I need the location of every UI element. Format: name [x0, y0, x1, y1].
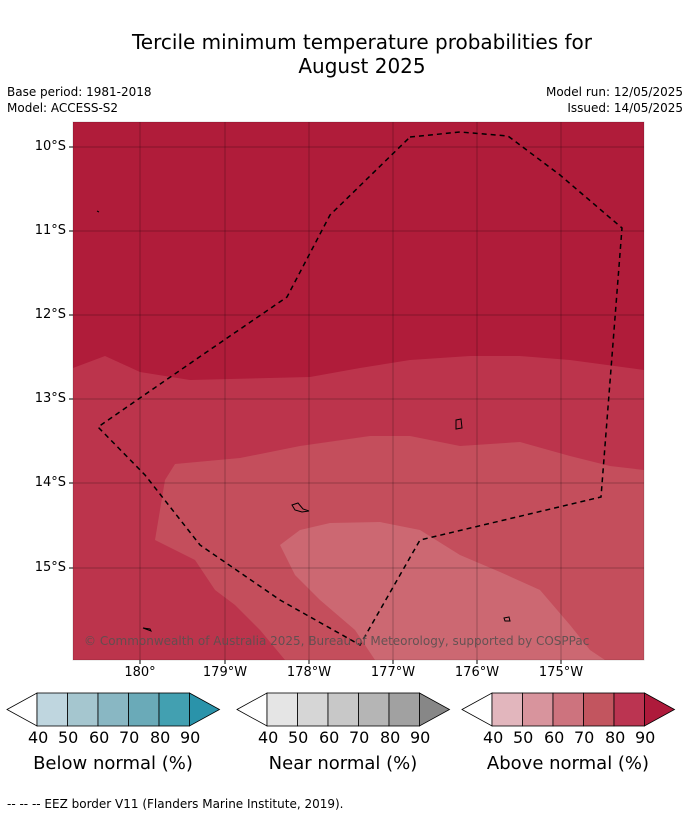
colorbar-near-max-extend — [419, 692, 451, 727]
colorbar-below-min-extend — [6, 692, 38, 727]
colorbar-near-bin-1 — [266, 692, 298, 727]
cb-near-tick-90: 90 — [410, 728, 431, 747]
colorbar-near-min-extend — [236, 692, 268, 727]
colorbar-above-bin-1 — [491, 692, 523, 727]
colorbar-below-max-extend — [189, 692, 221, 727]
cb-near-tick-70: 70 — [349, 728, 370, 747]
colorbar-below-bin-5 — [158, 692, 190, 727]
colorbar-below-bin-4 — [128, 692, 160, 727]
base-period: Base period: 1981-2018 — [7, 85, 152, 99]
island-5 — [96, 210, 100, 213]
eez-footnote: -- -- -- EEZ border V11 (Flanders Marine… — [7, 797, 344, 811]
island-3 — [503, 616, 511, 622]
colorbar-near-bin-2 — [297, 692, 329, 727]
colorbar-below-bin-3 — [97, 692, 129, 727]
cb-below-tick-80: 80 — [150, 728, 171, 747]
graticule — [73, 122, 644, 660]
lon-label-179w: 179°W — [202, 665, 248, 680]
copyright-text: © Commonwealth of Australia 2025, Bureau… — [84, 634, 589, 648]
lat-label-11s: 11°S — [34, 223, 66, 238]
lon-label-180: 180° — [124, 665, 156, 680]
cb-below-tick-90: 90 — [180, 728, 201, 747]
region-above-60 — [280, 522, 605, 660]
cb-below-tick-50: 50 — [58, 728, 79, 747]
colorbar-near-bin-5 — [388, 692, 420, 727]
island-1 — [455, 418, 463, 430]
islands — [96, 210, 511, 632]
colorbar-above-bin-2 — [522, 692, 554, 727]
cb-below-tick-70: 70 — [119, 728, 140, 747]
colorbar-above-bin-4 — [583, 692, 615, 727]
cb-above-tick-70: 70 — [574, 728, 595, 747]
island-2 — [291, 502, 310, 513]
lat-label-12s: 12°S — [34, 307, 66, 322]
title-line-1: Tercile minimum temperature probabilitie… — [131, 30, 593, 54]
cb-near-tick-40: 40 — [258, 728, 279, 747]
cb-above-tick-60: 60 — [544, 728, 565, 747]
colorbar-below-bin-2 — [67, 692, 99, 727]
lon-label-178w: 178°W — [286, 665, 332, 680]
meta-left: Base period: 1981-2018 Model: ACCESS-S2 — [7, 84, 152, 116]
colorbar-near-bin-3 — [327, 692, 359, 727]
cb-near-title: Near normal (%) — [268, 753, 418, 774]
cb-above-tick-90: 90 — [635, 728, 656, 747]
issued-date: Issued: 14/05/2025 — [567, 101, 683, 115]
colorbar-above-min-extend — [461, 692, 493, 727]
lat-label-15s: 15°S — [34, 560, 66, 575]
title-line-2: August 2025 — [298, 54, 426, 78]
cb-near-tick-80: 80 — [380, 728, 401, 747]
colorbar-above — [461, 692, 676, 727]
cb-below-tick-40: 40 — [28, 728, 49, 747]
cb-near-tick-50: 50 — [288, 728, 309, 747]
lat-label-13s: 13°S — [34, 391, 66, 406]
model-name: Model: ACCESS-S2 — [7, 101, 119, 115]
colorbar-near — [236, 692, 451, 727]
colorbar-above-bin-5 — [613, 692, 645, 727]
eez-border — [96, 131, 623, 647]
colorbar-below — [6, 692, 221, 727]
lat-label-14s: 14°S — [34, 475, 66, 490]
cb-above-tick-50: 50 — [513, 728, 534, 747]
map-area: © Commonwealth of Australia 2025, Bureau… — [73, 122, 644, 660]
colorbar-below-bin-1 — [36, 692, 68, 727]
cb-above-tick-40: 40 — [483, 728, 504, 747]
cb-near-tick-60: 60 — [319, 728, 340, 747]
colorbar-near-bin-4 — [358, 692, 390, 727]
lon-label-177w: 177°W — [370, 665, 416, 680]
meta-right: Model run: 12/05/2025 Issued: 14/05/2025 — [546, 84, 683, 116]
axis-ticks — [69, 146, 562, 664]
lat-label-10s: 10°S — [34, 139, 66, 154]
cb-below-title: Below normal (%) — [33, 753, 193, 774]
colorbar-above-bin-3 — [552, 692, 584, 727]
cb-below-tick-60: 60 — [89, 728, 110, 747]
lon-label-175w: 175°W — [538, 665, 584, 680]
page-title: Tercile minimum temperature probabilitie… — [0, 30, 690, 78]
cb-above-tick-80: 80 — [605, 728, 626, 747]
lon-label-176w: 176°W — [454, 665, 500, 680]
island-4 — [142, 627, 153, 632]
model-run: Model run: 12/05/2025 — [545, 85, 683, 99]
colorbar-above-max-extend — [644, 692, 676, 727]
colorbars — [6, 692, 676, 727]
cb-above-title: Above normal (%) — [486, 753, 650, 774]
